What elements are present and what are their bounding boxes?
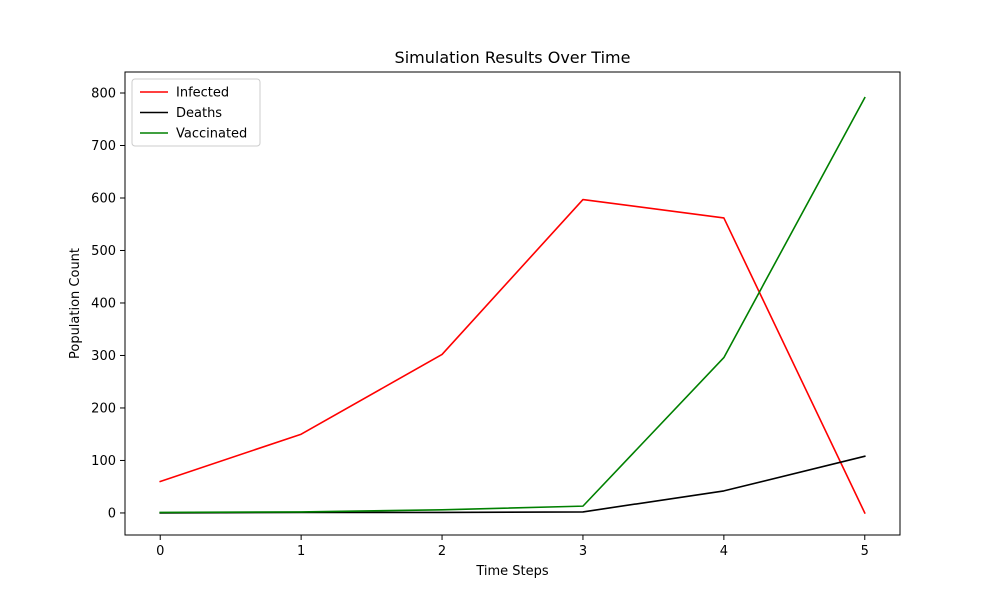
legend-box — [131, 78, 261, 147]
plot-area — [125, 72, 900, 535]
x-tick-label: 4 — [720, 544, 728, 559]
x-tick-label: 1 — [297, 544, 305, 559]
series-layer — [159, 96, 866, 515]
legend-label: Infected — [176, 86, 229, 101]
y-axis-label: Population Count — [68, 248, 83, 359]
x-axis: 0 1 2 3 4 5 — [156, 535, 869, 559]
x-tick-label: 2 — [438, 544, 446, 559]
chart-title: Simulation Results Over Time — [395, 48, 631, 67]
series-line-infected — [159, 198, 866, 515]
x-axis-label: Time Steps — [475, 564, 549, 579]
x-tick-label: 5 — [861, 544, 869, 559]
y-tick-label: 800 — [91, 86, 116, 101]
x-tick-label: 0 — [156, 544, 164, 559]
legend-label: Vaccinated — [176, 127, 247, 142]
y-axis: 0 100 200 300 400 500 600 700 800 — [91, 86, 125, 521]
plot-frame — [124, 71, 901, 536]
y-tick-label: 400 — [91, 296, 116, 311]
y-tick-label: 100 — [91, 454, 116, 469]
series-line-vaccinated — [159, 96, 866, 514]
y-tick-label: 600 — [91, 191, 116, 206]
x-tick-label: 3 — [579, 544, 587, 559]
y-tick-label: 500 — [91, 244, 116, 259]
legend: Infected Deaths Vaccinated — [131, 78, 261, 147]
y-tick-label: 300 — [91, 349, 116, 364]
y-tick-label: 200 — [91, 401, 116, 416]
y-tick-label: 0 — [108, 506, 116, 521]
y-tick-label: 700 — [91, 139, 116, 154]
legend-label: Deaths — [176, 106, 222, 121]
